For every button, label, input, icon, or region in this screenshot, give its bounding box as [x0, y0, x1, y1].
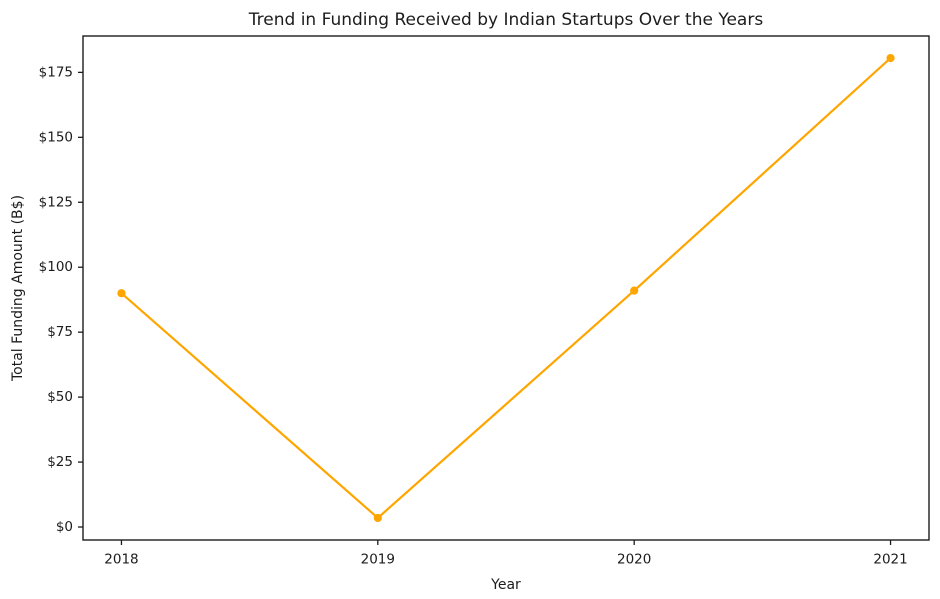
y-tick-label: $25	[47, 454, 73, 470]
x-tick-label: 2021	[873, 552, 907, 568]
y-tick-label: $150	[39, 129, 73, 145]
x-axis-label: Year	[490, 577, 521, 593]
data-point-marker	[630, 286, 639, 295]
chart-title: Trend in Funding Received by Indian Star…	[248, 10, 764, 30]
funding-trend-line	[120, 56, 892, 520]
data-point-marker	[117, 289, 126, 298]
y-tick-label: $100	[39, 259, 73, 275]
y-tick-label: $0	[56, 519, 73, 535]
y-tick-label: $75	[47, 324, 73, 340]
data-point-marker	[373, 513, 382, 523]
x-tick-label: 2020	[617, 552, 651, 568]
x-tick-label: 2018	[104, 552, 138, 568]
y-axis-label: Total Funding Amount (B$)	[10, 195, 26, 382]
data-point-marker	[886, 53, 895, 63]
x-tick-label: 2019	[361, 552, 395, 568]
y-tick-label: $125	[39, 194, 73, 210]
plot-area: $0 $25 $50 $75 $100 $125 $150 $175 2018 2019 2020 2…	[39, 35, 930, 568]
axes-spines	[82, 35, 930, 541]
y-tick-label: $50	[47, 389, 73, 405]
y-tick-label: $175	[39, 64, 73, 80]
